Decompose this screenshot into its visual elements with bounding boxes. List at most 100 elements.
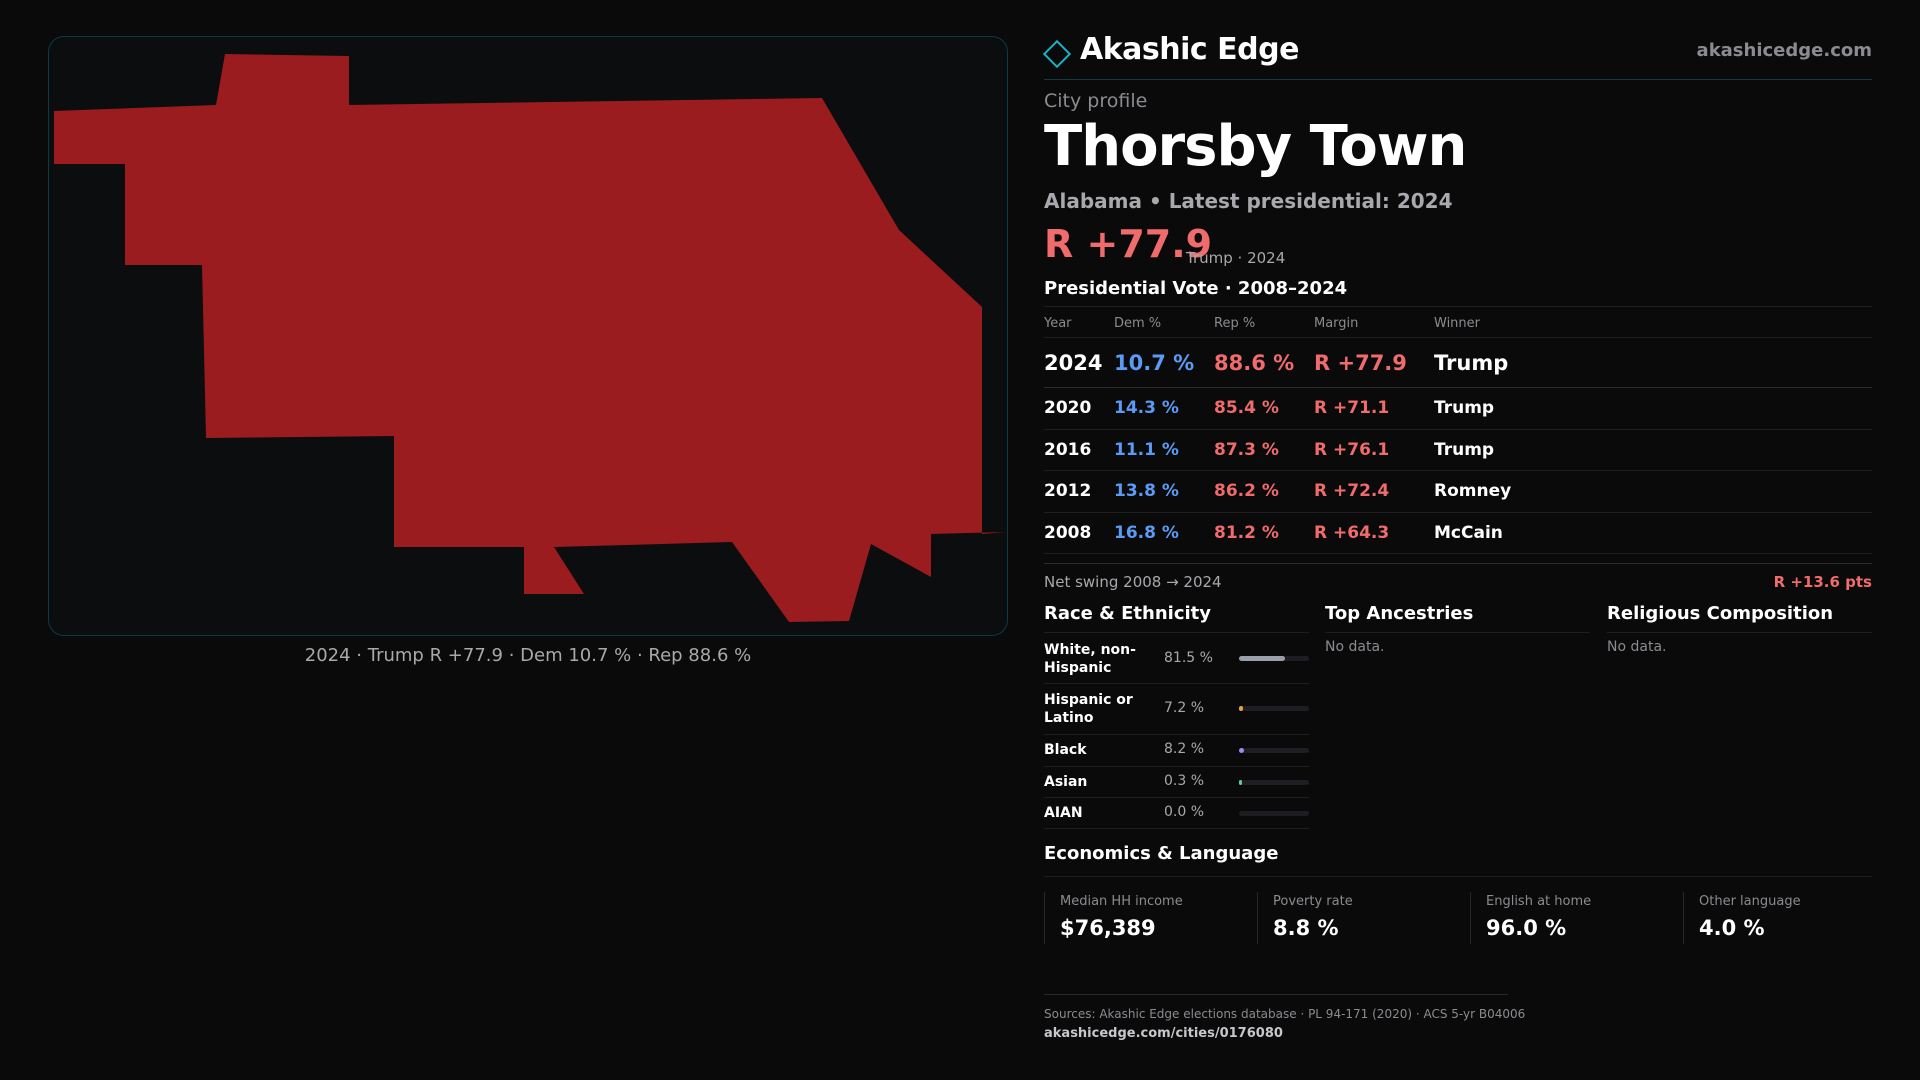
column-header-rep: Rep % xyxy=(1214,316,1256,331)
religion-empty: No data. xyxy=(1607,639,1667,655)
winner-cell: Trump xyxy=(1434,398,1495,419)
race-bar-fill xyxy=(1239,706,1244,711)
year-cell: 2012 xyxy=(1044,481,1092,502)
column-header-year: Year xyxy=(1044,316,1072,331)
race-bar-track xyxy=(1239,748,1309,753)
map-panel[interactable] xyxy=(48,36,1008,636)
econ-stat: English at home 96.0 % xyxy=(1470,892,1670,944)
year-cell: 2016 xyxy=(1044,439,1092,460)
margin-cell: R +64.3 xyxy=(1314,522,1390,543)
race-row: Hispanic or Latino 7.2 % xyxy=(1044,684,1309,735)
race-pct: 8.2 % xyxy=(1164,741,1205,757)
dem-cell: 10.7 % xyxy=(1114,350,1195,375)
rep-cell: 85.4 % xyxy=(1214,398,1279,419)
profile-eyebrow: City profile xyxy=(1044,90,1148,112)
header: Akashic Edge akashicedge.com xyxy=(1042,30,1872,80)
diamond-outline-icon xyxy=(1042,39,1072,69)
latest-margin: R +77.9 xyxy=(1044,222,1213,266)
race-row: White, non-Hispanic 81.5 % xyxy=(1044,633,1309,684)
race-row: AIAN 0.0 % xyxy=(1044,798,1309,829)
econ-stat: Median HH income $76,389 xyxy=(1044,892,1244,944)
table-row: 2016 11.1 % 87.3 % R +76.1 Trump xyxy=(1044,430,1872,471)
race-bar-track xyxy=(1239,706,1309,711)
table-row: 2024 10.7 % 88.6 % R +77.9 Trump xyxy=(1044,338,1872,388)
ancestries-title: Top Ancestries xyxy=(1325,600,1590,633)
econ-value: 96.0 % xyxy=(1486,916,1567,940)
rep-cell: 87.3 % xyxy=(1214,439,1279,460)
race-label: Asian xyxy=(1044,774,1088,790)
table-row: 2020 14.3 % 85.4 % R +71.1 Trump xyxy=(1044,388,1872,430)
column-header-winner: Winner xyxy=(1434,316,1481,331)
rep-cell: 81.2 % xyxy=(1214,522,1279,543)
econ-label: Median HH income xyxy=(1060,894,1183,909)
page-title: Thorsby Town xyxy=(1044,114,1467,179)
profile-panel: Akashic Edge akashicedge.com City profil… xyxy=(1042,0,1872,1080)
table-row: 2012 13.8 % 86.2 % R +72.4 Romney xyxy=(1044,471,1872,513)
net-swing-value: R +13.6 pts xyxy=(1773,573,1872,591)
dem-cell: 16.8 % xyxy=(1114,522,1179,543)
map-caption: 2024 · Trump R +77.9 · Dem 10.7 % · Rep … xyxy=(304,645,752,666)
year-cell: 2008 xyxy=(1044,522,1092,543)
econ-label: English at home xyxy=(1486,894,1592,909)
winner-cell: Trump xyxy=(1434,439,1495,460)
race-bar-fill xyxy=(1239,748,1244,753)
race-pct: 81.5 % xyxy=(1164,650,1213,666)
brand-name[interactable]: Akashic Edge xyxy=(1080,32,1299,67)
winner-cell: McCain xyxy=(1434,522,1503,543)
dem-cell: 11.1 % xyxy=(1114,439,1179,460)
race-ethnicity-title: Race & Ethnicity xyxy=(1044,600,1309,633)
race-bar-track xyxy=(1239,656,1309,661)
econ-label: Other language xyxy=(1699,894,1801,909)
city-boundary-shape[interactable] xyxy=(54,54,1006,622)
econ-value: 8.8 % xyxy=(1273,916,1339,940)
race-row: Black 8.2 % xyxy=(1044,735,1309,767)
race-pct: 0.0 % xyxy=(1164,804,1205,820)
sources-url-link[interactable]: akashicedge.com/cities/0176080 xyxy=(1044,1026,1283,1041)
margin-cell: R +72.4 xyxy=(1314,481,1390,502)
econ-value: $76,389 xyxy=(1060,916,1156,940)
sources-footer: Sources: Akashic Edge elections database… xyxy=(1044,994,1526,1041)
race-pct: 0.3 % xyxy=(1164,773,1205,789)
race-label: Black xyxy=(1044,742,1087,758)
net-swing-label: Net swing 2008 → 2024 xyxy=(1044,573,1222,591)
winner-cell: Romney xyxy=(1434,481,1512,502)
race-bar-fill xyxy=(1239,780,1242,785)
econ-label: Poverty rate xyxy=(1273,894,1353,909)
year-cell: 2020 xyxy=(1044,398,1092,419)
race-label: AIAN xyxy=(1044,805,1083,821)
table-row: 2008 16.8 % 81.2 % R +64.3 McCain xyxy=(1044,513,1872,554)
dem-cell: 14.3 % xyxy=(1114,398,1179,419)
religion-section: Religious Composition No data. xyxy=(1607,600,1872,655)
column-header-dem: Dem % xyxy=(1114,316,1162,331)
page-subtitle: Alabama • Latest presidential: 2024 xyxy=(1044,189,1453,213)
presidential-vote-table: Year Dem % Rep % Margin Winner 2024 10.7… xyxy=(1044,306,1872,554)
race-label: Hispanic or Latino xyxy=(1044,692,1133,726)
race-bar-fill xyxy=(1239,656,1285,661)
ancestries-empty: No data. xyxy=(1325,639,1385,655)
race-pct: 7.2 % xyxy=(1164,700,1205,716)
margin-cell: R +71.1 xyxy=(1314,398,1390,419)
column-header-margin: Margin xyxy=(1314,316,1359,331)
site-domain-link[interactable]: akashicedge.com xyxy=(1696,40,1872,61)
presidential-vote-title: Presidential Vote · 2008–2024 xyxy=(1044,278,1348,299)
table-header: Year Dem % Rep % Margin Winner xyxy=(1044,306,1872,338)
econ-stat: Other language 4.0 % xyxy=(1683,892,1883,944)
sources-text: Sources: Akashic Edge elections database… xyxy=(1044,1007,1526,1021)
religion-title: Religious Composition xyxy=(1607,600,1872,633)
econ-stat: Poverty rate 8.8 % xyxy=(1257,892,1457,944)
ancestries-section: Top Ancestries No data. xyxy=(1325,600,1590,655)
economics-title: Economics & Language xyxy=(1044,843,1872,877)
race-bar-track xyxy=(1239,780,1309,785)
race-bar-track xyxy=(1239,811,1309,816)
margin-cell: R +77.9 xyxy=(1314,350,1407,375)
rep-cell: 88.6 % xyxy=(1214,350,1295,375)
econ-value: 4.0 % xyxy=(1699,916,1765,940)
race-row: Asian 0.3 % xyxy=(1044,767,1309,798)
margin-cell: R +76.1 xyxy=(1314,439,1390,460)
year-cell: 2024 xyxy=(1044,350,1103,375)
race-ethnicity-section: Race & Ethnicity White, non-Hispanic 81.… xyxy=(1044,600,1309,829)
winner-cell: Trump xyxy=(1434,350,1509,375)
rep-cell: 86.2 % xyxy=(1214,481,1279,502)
dem-cell: 13.8 % xyxy=(1114,481,1179,502)
